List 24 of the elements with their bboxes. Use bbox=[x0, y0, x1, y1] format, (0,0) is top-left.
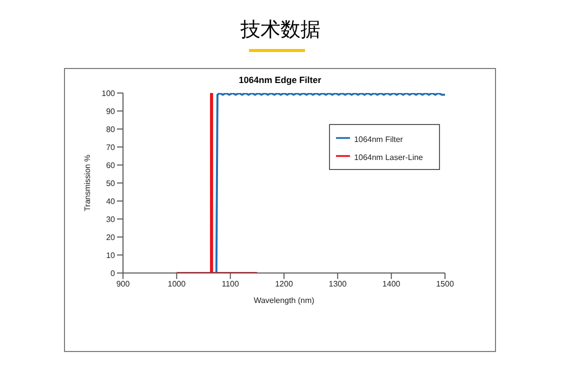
legend-label: 1064nm Filter bbox=[354, 135, 403, 144]
x-tick-label: 1000 bbox=[168, 280, 186, 289]
y-tick-label: 20 bbox=[106, 232, 116, 242]
x-tick-label: 1500 bbox=[436, 280, 454, 289]
y-tick-label: 100 bbox=[102, 88, 116, 98]
x-tick-label: 1300 bbox=[328, 280, 348, 289]
y-tick-label: 40 bbox=[106, 196, 116, 206]
y-tick-label: 0 bbox=[110, 268, 116, 278]
x-tick-label: 1200 bbox=[275, 280, 294, 289]
y-tick-label: 90 bbox=[106, 106, 116, 116]
x-tick-label: 900 bbox=[116, 280, 130, 289]
y-tick-label: 70 bbox=[106, 142, 116, 152]
y-tick-label: 60 bbox=[106, 160, 116, 170]
legend-label: 1064nm Laser-Line bbox=[354, 153, 423, 162]
x-tick-label: 1400 bbox=[382, 280, 401, 289]
y-tick-label: 80 bbox=[106, 124, 116, 134]
x-tick-label: 1100 bbox=[222, 280, 240, 289]
y-tick-label: 50 bbox=[106, 178, 116, 188]
y-tick-label: 10 bbox=[106, 250, 116, 260]
y-axis-title: Transmission % bbox=[82, 154, 92, 212]
chart-subtitle: 1064nm Edge Filter bbox=[238, 75, 322, 85]
y-tick-label: 30 bbox=[106, 214, 116, 224]
chart-title: 技术数据 bbox=[240, 16, 322, 43]
x-axis-title: Wavelength (nm) bbox=[254, 296, 315, 305]
